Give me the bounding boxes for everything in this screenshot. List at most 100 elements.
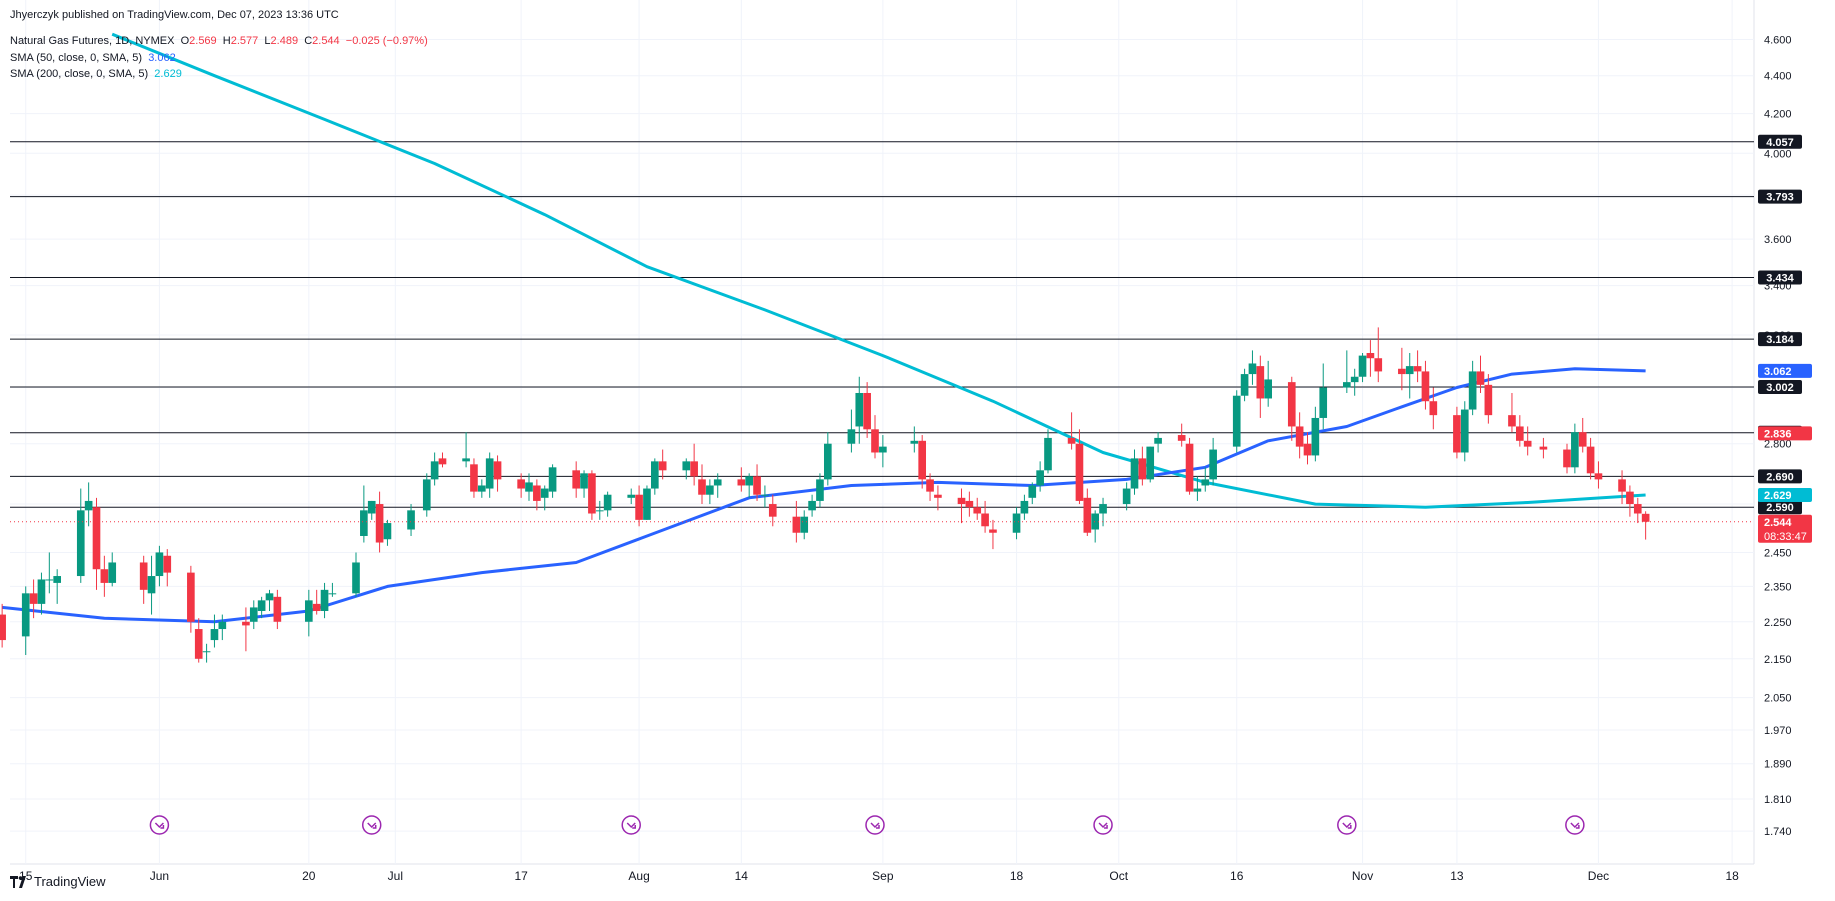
price-badge (1758, 488, 1812, 503)
candle-up (1012, 513, 1021, 533)
candle-up (218, 621, 227, 630)
candle-up (1154, 437, 1162, 444)
candle-down (1578, 432, 1587, 447)
candle-down (863, 392, 871, 430)
close-label: C (304, 35, 313, 47)
candle-up (1130, 458, 1139, 489)
candle-up (1342, 382, 1351, 388)
price-tick-label: 1.890 (1764, 759, 1792, 771)
candle-up (1240, 374, 1249, 396)
sma200-line (111, 32, 1646, 509)
time-tick-label: 13 (1450, 869, 1464, 883)
time-tick-label: Nov (1352, 869, 1373, 883)
high-value: 2.577 (230, 35, 259, 47)
candle-up (53, 576, 62, 583)
candle-up (1209, 449, 1217, 480)
event-marker-glyph (154, 822, 165, 829)
time-tick-label: Sep (872, 869, 894, 883)
candle-down (737, 479, 746, 486)
candle-down (1508, 415, 1516, 427)
price-tick-label: 4.400 (1764, 71, 1792, 83)
candle-down (100, 569, 109, 583)
candle-down (29, 593, 38, 604)
time-tick-label: Dec (1588, 869, 1609, 883)
candle-up (45, 579, 54, 581)
candle-up (108, 562, 117, 583)
candle-up (422, 479, 431, 511)
candle-up (1091, 513, 1100, 530)
candle-down (871, 429, 879, 453)
candle-down (517, 479, 525, 489)
candle-up (360, 510, 368, 536)
candle-up (1099, 504, 1107, 514)
candle-up (800, 516, 809, 533)
legend-sma50[interactable]: SMA (50, close, 0, SMA, 5) 3.062 (10, 51, 176, 65)
candle-up (1020, 500, 1029, 514)
candle-up (407, 510, 415, 530)
instrument-title: Natural Gas Futures, 1D, NYMEX (10, 35, 175, 47)
level-badge-label: 3.184 (1766, 334, 1794, 346)
event-marker-icon (361, 815, 382, 835)
sma50-label: SMA (50, close, 0, SMA, 5) (10, 52, 143, 64)
sma200-path (111, 32, 1646, 509)
candle-down (1523, 440, 1532, 447)
candle-up (430, 461, 439, 480)
candle-down (1413, 366, 1422, 372)
level-badge (1758, 469, 1802, 484)
candle-down (1421, 371, 1430, 402)
time-tick-label: Jun (150, 869, 169, 883)
time-tick-label: 14 (735, 869, 749, 883)
price-badge-label: 2.544 (1764, 517, 1792, 529)
high-label: H (222, 35, 231, 47)
candle-down (1366, 353, 1375, 359)
candle-up (462, 458, 470, 462)
candle-down (934, 494, 942, 498)
event-marker-icon (865, 815, 885, 835)
price-tick-label: 2.350 (1764, 581, 1792, 593)
level-badge-label: 3.002 (1766, 382, 1794, 394)
candle-up (580, 473, 588, 489)
candle-down (658, 461, 667, 471)
level-badge-label: 4.057 (1766, 137, 1794, 149)
candle-up (1350, 376, 1359, 383)
level-badge-label: 3.793 (1766, 192, 1794, 204)
candle-up (352, 562, 360, 594)
candle-down (965, 500, 974, 508)
open-value: 2.569 (189, 35, 217, 47)
candle-up (37, 579, 46, 604)
price-badge-label: 3.062 (1764, 366, 1792, 378)
candle-down (926, 479, 934, 492)
price-tick-label: 2.800 (1764, 439, 1792, 451)
candle-down (163, 555, 172, 573)
level-badge (1758, 270, 1802, 285)
candle-up (745, 476, 754, 486)
candle-down (981, 513, 989, 527)
sma50-value: 3.062 (148, 52, 176, 64)
candle-up (76, 510, 85, 577)
candle-up (808, 500, 816, 511)
price-tick-label: 1.810 (1764, 794, 1792, 806)
tradingview-logo[interactable]: TradingView (10, 874, 106, 889)
event-markers (149, 815, 1585, 835)
candle-down (1067, 437, 1076, 444)
time-tick-label: 17 (514, 869, 528, 883)
price-badges: 4.0573.7933.4343.1843.0022.8382.6902.590… (1758, 134, 1812, 543)
candle-down (690, 461, 698, 477)
legend-sma200[interactable]: SMA (200, close, 0, SMA, 5) 2.629 (10, 67, 182, 81)
event-marker-icon (1093, 815, 1113, 835)
sma50-path (1, 367, 1646, 624)
candle-down (1138, 458, 1147, 480)
candle-up (1248, 363, 1257, 375)
candle-down (312, 603, 321, 611)
candle-down (92, 507, 101, 570)
level-badge (1758, 379, 1802, 394)
time-axis[interactable]: 15 Jun 20 Jul 17 Aug 14 Sep 18 Oct 16 Nov 13 Dec 18 (19, 869, 1739, 883)
candle-down (1563, 449, 1571, 468)
candle-up (1201, 479, 1210, 486)
price-badge-label: 2.629 (1764, 490, 1792, 502)
candle-up (210, 629, 219, 641)
candle-up (650, 461, 659, 489)
event-marker-icon (149, 815, 170, 835)
